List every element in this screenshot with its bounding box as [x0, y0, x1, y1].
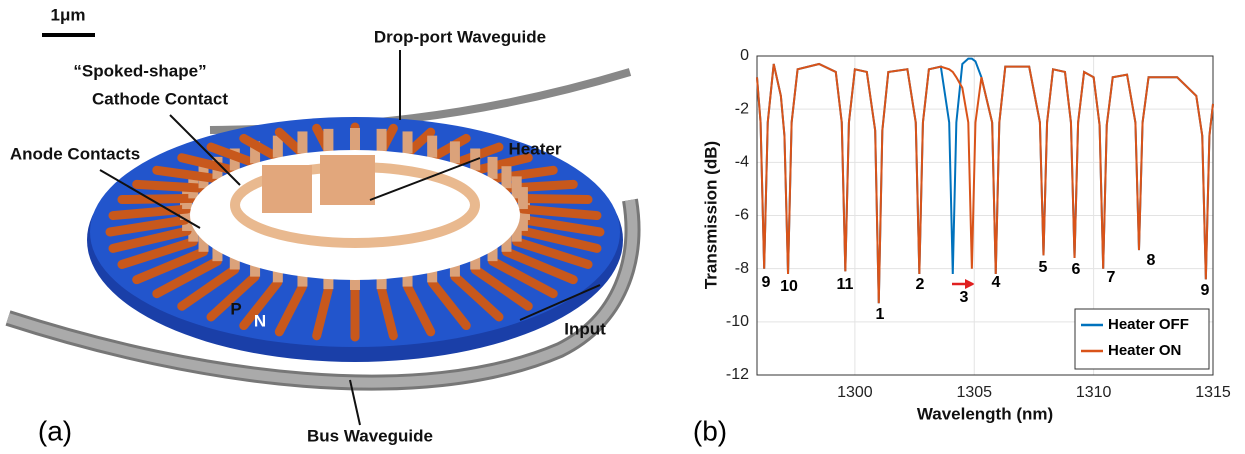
scale-label: 1μm [51, 5, 86, 24]
label: Heater [509, 139, 562, 158]
legend-label: Heater OFF [1108, 316, 1189, 333]
spoke [137, 184, 204, 188]
y-tick-label: -2 [735, 100, 749, 117]
resonance-label: 1 [876, 306, 885, 323]
y-tick-label: -10 [726, 313, 749, 330]
panel-label: (a) [38, 415, 72, 446]
shift-arrowhead [965, 279, 975, 289]
x-tick-label: 1305 [956, 384, 992, 401]
figure: 1μm Drop-port Waveguide “Spoked-shape” C… [0, 0, 1245, 449]
label: Bus Waveguide [307, 426, 433, 445]
series-line [757, 64, 1213, 303]
label: Anode Contacts [10, 144, 140, 163]
label: Cathode Contact [92, 89, 228, 108]
y-tick-label: -6 [735, 207, 749, 224]
label: “Spoked-shape” [73, 61, 206, 80]
resonance-label: 9 [1201, 282, 1210, 299]
resonance-label: 5 [1039, 259, 1048, 276]
x-axis-label: Wavelength (nm) [917, 404, 1053, 423]
panel-a: 1μm Drop-port Waveguide “Spoked-shape” C… [8, 5, 632, 446]
resonance-label: 11 [837, 276, 854, 293]
resonance-label: 9 [762, 274, 771, 291]
contact [488, 157, 498, 179]
contact [350, 128, 360, 150]
resonance-label: 8 [1147, 252, 1156, 269]
y-tick-label: 0 [740, 47, 749, 64]
contact [427, 136, 437, 158]
panel-label: (b) [693, 415, 727, 446]
contact [403, 131, 413, 153]
heater-block [262, 165, 312, 213]
resonance-label: 4 [992, 274, 1001, 291]
y-axis-label: Transmission (dB) [701, 141, 720, 289]
y-tick-label: -8 [735, 260, 749, 277]
resonance-label: 2 [916, 276, 925, 293]
contact [297, 131, 307, 153]
x-tick-label: 1315 [1195, 384, 1231, 401]
resonance-label: 7 [1107, 269, 1116, 286]
label: Input [564, 319, 606, 338]
label: N [254, 311, 266, 330]
y-tick-label: -12 [726, 366, 749, 383]
legend-label: Heater ON [1108, 342, 1181, 359]
contact [377, 129, 387, 151]
spoke [122, 198, 193, 199]
x-tick-label: 1310 [1076, 384, 1112, 401]
label: Drop-port Waveguide [374, 27, 546, 46]
heater-block [320, 155, 375, 205]
contact [450, 141, 460, 163]
resonance-label: 3 [960, 289, 969, 306]
y-tick-label: -4 [735, 154, 749, 171]
contact [518, 187, 528, 209]
x-tick-label: 1300 [837, 384, 873, 401]
resonance-label: 10 [780, 278, 798, 295]
contact [323, 129, 333, 151]
contact [501, 166, 511, 188]
resonance-label: 6 [1072, 261, 1081, 278]
label: P [230, 299, 241, 318]
